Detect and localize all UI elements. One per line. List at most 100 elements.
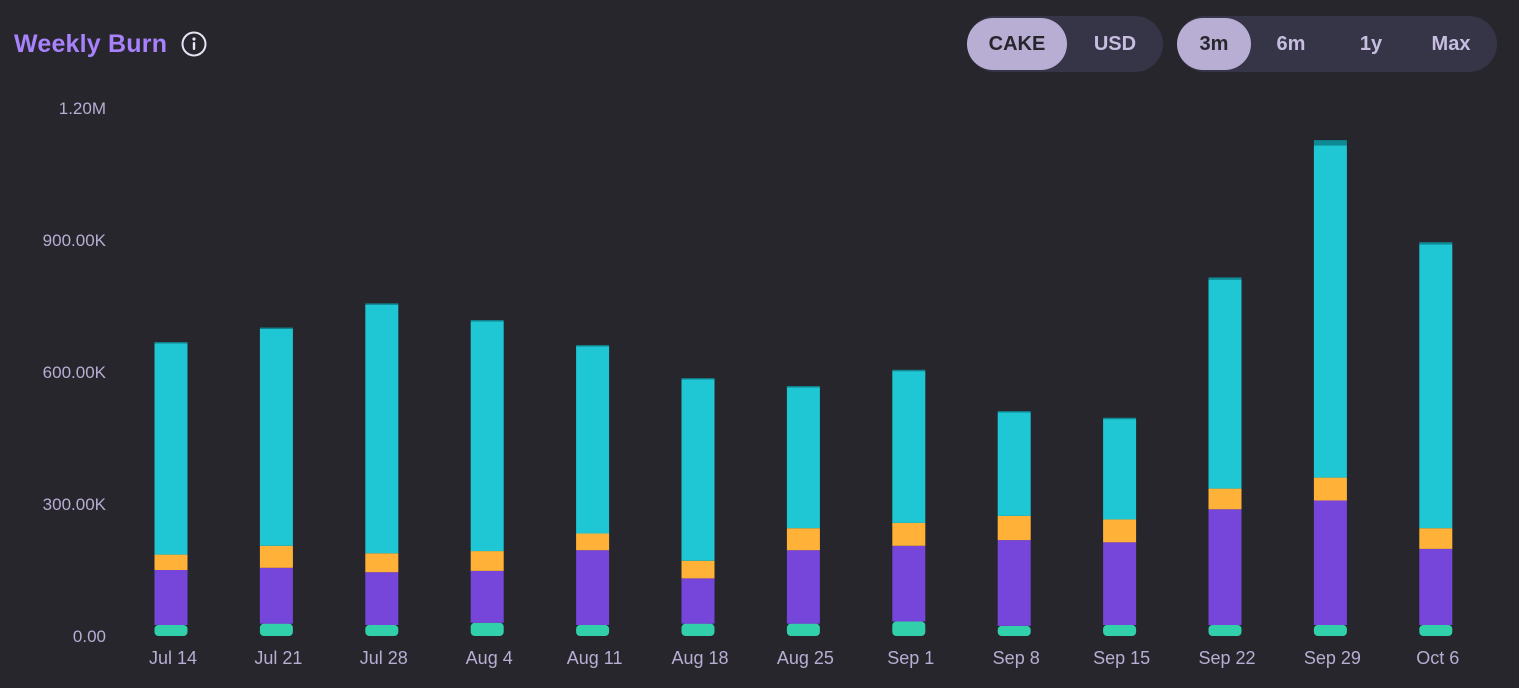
bar-segment[interactable] [154, 570, 188, 625]
bar-segment[interactable] [470, 570, 504, 623]
bar-segment[interactable] [681, 560, 715, 579]
bar-segment[interactable] [154, 625, 188, 636]
bar-segment[interactable] [997, 540, 1031, 626]
bar-stack[interactable] [365, 303, 399, 636]
bar-segment[interactable] [1208, 488, 1242, 510]
bar-stack[interactable] [681, 378, 715, 636]
bar-segment[interactable] [892, 621, 926, 636]
bar-segment[interactable] [681, 378, 715, 380]
bar-segment[interactable] [154, 343, 188, 555]
bar-segment[interactable] [1103, 542, 1137, 625]
bar-segment[interactable] [470, 320, 504, 322]
bar-stack[interactable] [576, 345, 610, 636]
bar-segment[interactable] [1208, 625, 1242, 636]
bar-segment[interactable] [892, 369, 926, 372]
bar-segment[interactable] [1103, 519, 1137, 543]
bar-segment[interactable] [365, 572, 399, 625]
bar-stack[interactable] [1313, 140, 1347, 636]
bar-segment[interactable] [365, 553, 399, 573]
bar-segment[interactable] [997, 411, 1031, 413]
bar-segment[interactable] [470, 551, 504, 571]
bar-segment[interactable] [1208, 509, 1242, 625]
bar-segment[interactable] [576, 346, 610, 534]
x-tick-label: Jul 28 [360, 648, 408, 668]
bar-segment[interactable] [576, 533, 610, 551]
bar-segment[interactable] [997, 625, 1031, 636]
bar-segment[interactable] [681, 379, 715, 561]
bar-stack[interactable] [1419, 242, 1453, 636]
bar-segment[interactable] [1313, 477, 1347, 501]
bar-segment[interactable] [470, 321, 504, 552]
bar-stack[interactable] [1208, 277, 1242, 636]
bar-segment[interactable] [1419, 242, 1453, 245]
bar-segment[interactable] [892, 545, 926, 622]
bar-segment[interactable] [1103, 625, 1137, 636]
bar-segment[interactable] [576, 625, 610, 636]
bar-segment[interactable] [259, 623, 293, 636]
bar-segment[interactable] [786, 623, 820, 636]
bar-segment[interactable] [1419, 528, 1453, 549]
x-tick-label: Aug 11 [567, 648, 623, 668]
bar-stack[interactable] [1103, 417, 1137, 636]
bar-segment[interactable] [1313, 625, 1347, 636]
bar-segment[interactable] [1313, 140, 1347, 146]
bar-segment[interactable] [1103, 417, 1137, 420]
bar-segment[interactable] [1208, 279, 1242, 489]
bar-segment[interactable] [892, 371, 926, 523]
bar-segment[interactable] [365, 304, 399, 554]
bar-stack[interactable] [892, 369, 926, 636]
range-option-1y[interactable]: 1y [1359, 32, 1383, 55]
bar-segment[interactable] [1208, 277, 1242, 280]
bar-segment[interactable] [786, 386, 820, 388]
bar-segment[interactable] [997, 412, 1031, 516]
bar-stack[interactable] [259, 327, 293, 636]
bar-stack[interactable] [470, 320, 504, 636]
range-option-6m[interactable]: 6m [1276, 32, 1306, 55]
bar-segment[interactable] [997, 515, 1031, 541]
bar-segment[interactable] [259, 327, 293, 329]
y-tick-label: 900.00K [43, 231, 107, 250]
bar-segment[interactable] [786, 528, 820, 551]
bar-segment[interactable] [1419, 244, 1453, 529]
bar-segment[interactable] [365, 625, 399, 636]
bar-segment[interactable] [892, 522, 926, 546]
bar-segment[interactable] [1419, 548, 1453, 625]
unit-option-usd[interactable]: USD [1093, 32, 1137, 55]
info-circle-icon[interactable] [181, 31, 207, 57]
chart-title: Weekly Burn [14, 29, 168, 58]
bar-segment[interactable] [259, 328, 293, 546]
bar-segment[interactable] [1313, 145, 1347, 478]
unit-toggle: CAKE USD [967, 16, 1163, 72]
bar-segment[interactable] [365, 303, 399, 305]
bar-stack[interactable] [154, 342, 188, 636]
x-tick-label: Aug 25 [777, 648, 834, 668]
range-option-3m[interactable]: 3m [1177, 18, 1251, 70]
bar-segment[interactable] [1103, 419, 1137, 520]
bar-segment[interactable] [1313, 500, 1347, 625]
bar-segment[interactable] [154, 342, 188, 344]
bar-segment[interactable] [786, 387, 820, 529]
bar-segment[interactable] [576, 345, 610, 347]
x-tick-label: Jul 21 [254, 648, 302, 668]
bar-segment[interactable] [154, 554, 188, 570]
bar-stack[interactable] [786, 386, 820, 636]
x-tick-label: Sep 22 [1198, 648, 1255, 668]
bar-stack[interactable] [997, 411, 1031, 636]
bar-segment[interactable] [786, 550, 820, 624]
x-tick-label: Sep 15 [1093, 648, 1150, 668]
bar-segment[interactable] [576, 550, 610, 625]
bar-segment[interactable] [470, 622, 504, 636]
y-tick-label: 300.00K [43, 495, 107, 514]
bar-segment[interactable] [681, 623, 715, 636]
bar-segment[interactable] [681, 578, 715, 624]
range-option-max[interactable]: Max [1431, 32, 1471, 55]
title-group: Weekly Burn [14, 26, 207, 62]
bar-segment[interactable] [1419, 625, 1453, 636]
y-tick-label: 1.20M [59, 99, 106, 118]
bar-segment[interactable] [259, 567, 293, 624]
bar-segment[interactable] [259, 545, 293, 568]
unit-option-cake[interactable]: CAKE [967, 18, 1067, 70]
x-tick-label: Sep 1 [887, 648, 934, 668]
